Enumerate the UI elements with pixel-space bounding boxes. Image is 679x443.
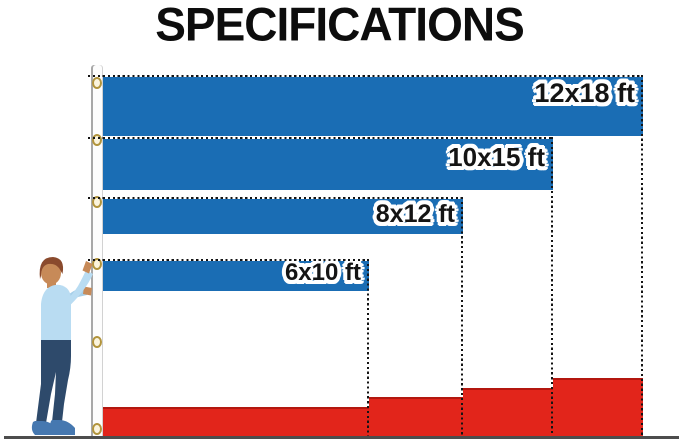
grommet-icon <box>92 423 102 435</box>
flag-dotted-right-edge <box>367 259 369 436</box>
ground-line <box>4 436 679 439</box>
person-hair <box>39 257 64 279</box>
flag-dotted-right-edge <box>641 75 643 436</box>
flag-blue-bar-10x15-ft: 10x15 ft <box>103 139 553 190</box>
flag-blue-bar-12x18-ft: 12x18 ft <box>103 77 643 136</box>
person-head <box>41 261 61 285</box>
flag-dotted-top-edge <box>103 75 643 77</box>
page-title: SPECIFICATIONS <box>155 0 525 51</box>
flag-blue-bar-8x12-ft: 8x12 ft <box>103 199 463 234</box>
flag-dotted-right-edge <box>461 197 463 436</box>
flag-dotted-top-edge <box>103 259 369 261</box>
grommet-icon <box>92 336 102 348</box>
flag-dotted-right-edge <box>551 137 553 436</box>
flag-size-label: 12x18 ft <box>534 78 635 108</box>
person-raised-arm <box>62 270 93 308</box>
person-raised-hand <box>82 261 93 274</box>
person-pants <box>36 340 71 423</box>
person-far-hand <box>83 286 92 296</box>
flag-red-bar-6x10-ft <box>103 407 369 436</box>
flag-outline-6x10-ft: 6x10 ft <box>103 259 369 436</box>
person-illustration <box>31 257 93 435</box>
person-back-shoe <box>31 421 56 435</box>
flag-dotted-pole-stub <box>88 259 103 261</box>
flag-dotted-pole-stub <box>88 137 103 139</box>
flag-dotted-pole-stub <box>88 197 103 199</box>
grommet-icon <box>92 77 102 89</box>
person-front-shoe <box>49 420 75 435</box>
flag-dotted-pole-stub <box>88 75 103 77</box>
flag-size-label: 10x15 ft <box>448 142 545 172</box>
person-shirt <box>41 284 71 342</box>
flag-size-label: 8x12 ft <box>375 200 455 228</box>
flag-dotted-top-edge <box>103 137 553 139</box>
flag-dotted-top-edge <box>103 197 463 199</box>
grommet-icon <box>92 134 102 146</box>
flag-size-label: 6x10 ft <box>284 259 361 286</box>
flag-blue-bar-6x10-ft: 6x10 ft <box>103 259 369 291</box>
